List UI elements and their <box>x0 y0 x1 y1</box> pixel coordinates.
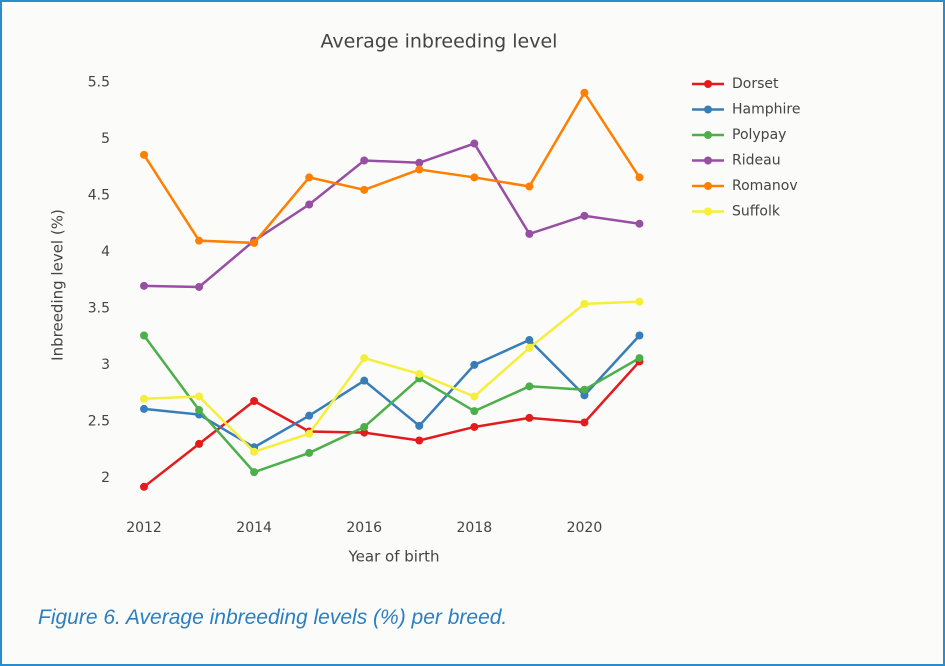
data-point <box>250 396 259 405</box>
y-tick-label: 4 <box>101 244 110 260</box>
data-point <box>360 422 369 431</box>
data-point <box>140 281 149 290</box>
legend-label: Suffolk <box>732 204 781 220</box>
y-tick-label: 3.5 <box>88 300 110 316</box>
data-point <box>635 219 644 228</box>
legend-label: Romanov <box>732 178 798 194</box>
data-point <box>415 158 424 167</box>
data-point <box>525 182 534 191</box>
legend-label: Rideau <box>732 153 781 169</box>
data-point <box>415 165 424 174</box>
data-point <box>580 299 589 308</box>
caption: Figure 6. Average inbreeding levels (%) … <box>38 606 508 629</box>
data-point <box>470 360 479 369</box>
data-point <box>415 421 424 430</box>
data-point <box>525 229 534 238</box>
y-tick-label: 4.5 <box>88 187 110 203</box>
x-tick-label: 2018 <box>457 520 493 536</box>
data-point <box>525 343 534 352</box>
data-point <box>360 428 369 437</box>
data-point <box>580 88 589 97</box>
data-point <box>525 413 534 422</box>
legend-marker <box>704 182 712 190</box>
series-line <box>143 300 640 454</box>
x-tick-label: 2012 <box>126 520 162 536</box>
data-point <box>635 354 644 363</box>
y-tick-label: 5 <box>101 131 110 147</box>
data-point <box>140 394 149 403</box>
data-point <box>580 418 589 427</box>
legend-marker <box>704 207 712 216</box>
legend-marker <box>704 131 712 139</box>
data-point <box>360 185 369 194</box>
data-point <box>360 376 369 385</box>
data-point <box>470 173 479 182</box>
legend-marker <box>704 156 712 165</box>
x-tick-label: 2014 <box>236 520 272 536</box>
data-point <box>305 173 314 182</box>
data-point <box>470 407 479 416</box>
data-point <box>140 150 149 159</box>
data-point <box>195 282 204 291</box>
x-tick-label: 2020 <box>567 520 603 536</box>
legend-marker <box>704 80 712 88</box>
data-point <box>580 211 589 220</box>
data-point <box>250 238 259 247</box>
data-point <box>305 200 314 209</box>
data-point <box>140 404 149 413</box>
data-point <box>250 447 259 456</box>
data-point <box>635 173 644 182</box>
y-tick-label: 2.5 <box>88 413 110 429</box>
data-point <box>580 391 589 400</box>
series-line <box>142 90 641 245</box>
data-point <box>470 422 479 431</box>
data-point <box>305 411 314 420</box>
legend-marker <box>704 105 712 114</box>
data-point <box>525 336 534 345</box>
legend-label: Polypay <box>732 127 786 143</box>
data-point <box>360 354 369 363</box>
data-point <box>470 392 479 401</box>
y-tick-label: 3 <box>101 357 110 373</box>
data-point <box>140 482 149 491</box>
y-axis-label: Inbreeding level (%) <box>49 209 67 361</box>
chart-title: Average inbreeding level <box>321 31 558 53</box>
data-point <box>525 382 534 391</box>
chart: Average inbreeding level Year of birth I… <box>49 31 801 566</box>
series-line <box>143 142 640 289</box>
data-point <box>415 369 424 378</box>
series-line <box>143 360 641 488</box>
data-point <box>635 297 644 306</box>
data-point <box>415 436 424 445</box>
series-line <box>143 334 641 474</box>
data-point <box>195 406 204 415</box>
data-point <box>580 385 589 394</box>
data-point <box>305 448 314 457</box>
y-tick-label: 5.5 <box>88 75 110 91</box>
data-point <box>195 236 204 245</box>
data-point <box>360 156 369 165</box>
legend-label: Dorset <box>732 76 779 92</box>
data-point <box>305 429 314 438</box>
data-point <box>470 139 479 148</box>
data-point <box>195 392 204 401</box>
x-tick-label: 2016 <box>346 520 382 536</box>
y-tick-label: 2 <box>101 470 110 486</box>
legend-label: Hamphire <box>732 102 800 118</box>
data-point <box>635 331 644 340</box>
data-point <box>195 439 204 448</box>
x-axis-label: Year of birth <box>348 548 440 566</box>
data-point <box>250 468 259 477</box>
data-point <box>140 331 149 340</box>
